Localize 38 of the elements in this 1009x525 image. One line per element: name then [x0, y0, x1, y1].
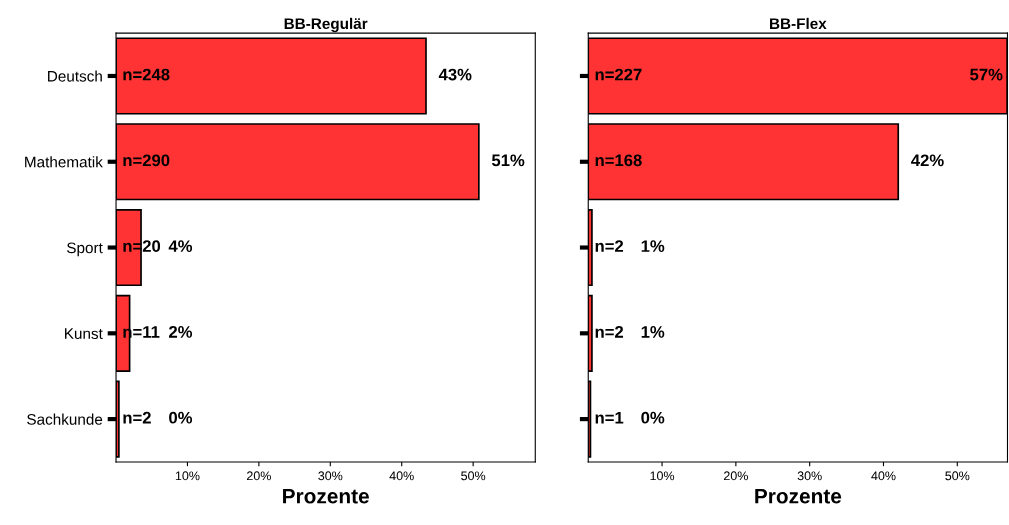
- x-tick-label: 50%: [945, 471, 970, 481]
- annotation: n=2: [123, 411, 151, 424]
- annotation: n=248: [123, 68, 170, 81]
- annotation: n=2: [595, 240, 624, 252]
- x-axis-title: Prozente: [755, 489, 842, 504]
- annotation: n=227: [595, 68, 642, 81]
- x-tick-label: 10%: [650, 471, 675, 481]
- data-label: 4%: [168, 240, 193, 252]
- data-label: 0%: [169, 411, 193, 424]
- data-label: 57%: [970, 68, 1003, 81]
- y-tick-label: Sport: [67, 242, 103, 257]
- x-tick-label: 20%: [723, 471, 748, 481]
- chart-title: BB-Flex: [770, 17, 827, 30]
- data-label: 42%: [911, 154, 944, 167]
- chart-title: BB-Regulär: [284, 17, 368, 33]
- x-tick-label: 40%: [871, 471, 896, 481]
- x-tick-label: 10%: [175, 471, 200, 481]
- annotation: n=290: [123, 154, 170, 167]
- data-label: 1%: [641, 326, 665, 338]
- x-tick-label: 30%: [318, 471, 343, 481]
- data-label: 51%: [491, 154, 525, 167]
- x-tick-label: 30%: [797, 471, 822, 481]
- y-tick-label: Sachkunde: [27, 413, 103, 425]
- data-label: 2%: [169, 325, 193, 338]
- y-tick-label: Mathematik: [25, 156, 103, 168]
- y-tick-label: Deutsch: [48, 70, 102, 82]
- annotation: n=20: [123, 240, 161, 253]
- annotation: n=2: [595, 325, 624, 338]
- data-label: 43%: [438, 68, 472, 81]
- x-tick-label: 50%: [461, 471, 486, 481]
- data-label: 1%: [641, 240, 665, 252]
- annotation: n=1: [595, 411, 624, 424]
- annotation: n=168: [595, 154, 642, 167]
- x-axis-title: Prozente: [283, 489, 369, 504]
- x-tick-label: 40%: [389, 471, 414, 481]
- y-tick-label: Kunst: [65, 328, 103, 340]
- x-tick-label: 20%: [247, 471, 271, 481]
- data-label: 0%: [641, 411, 665, 424]
